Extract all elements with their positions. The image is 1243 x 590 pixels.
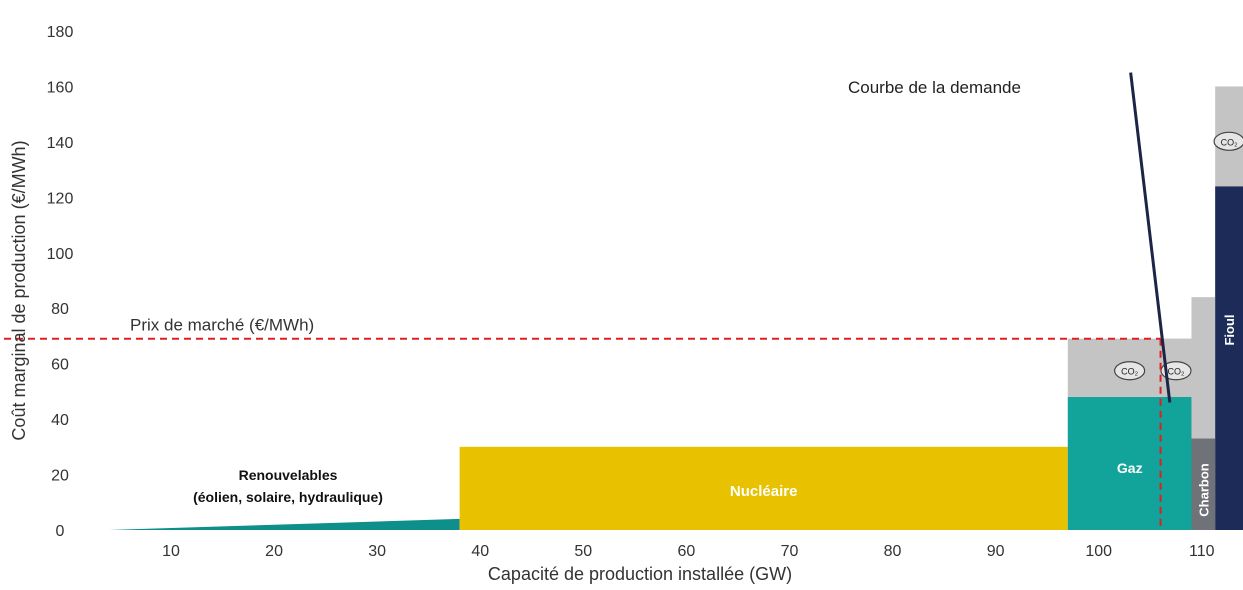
supply-blocks: CO₂ CO₂ CO₂ xyxy=(109,86,1243,530)
x-tick-label: 80 xyxy=(884,543,902,560)
label-gaz: Gaz xyxy=(1117,460,1143,476)
block-charbon xyxy=(1191,438,1216,530)
market-price-label: Prix de marché (€/MWh) xyxy=(130,316,314,335)
label-fioul: Fioul xyxy=(1222,314,1237,345)
x-tick-label: 50 xyxy=(574,543,592,560)
y-axis-title: Coût marginal de production (€/MWh) xyxy=(9,140,29,440)
block-nucleaire xyxy=(459,446,1068,530)
co2-badge-text: CO₂ xyxy=(1168,367,1186,377)
x-tick-label: 110 xyxy=(1189,543,1215,560)
co2-cloud-shape xyxy=(1213,131,1243,151)
x-tick-label: 40 xyxy=(471,543,489,560)
co2-cloud-icon: CO₂ xyxy=(1160,361,1192,381)
x-tick-label: 10 xyxy=(162,543,180,560)
y-tick-label: 0 xyxy=(56,523,65,540)
y-tick-label: 120 xyxy=(47,190,74,207)
y-tick-label: 160 xyxy=(47,79,74,96)
co2-cloud-shape xyxy=(1160,361,1192,381)
co2-badge-text: CO₂ xyxy=(1121,367,1139,377)
reference-lines xyxy=(4,72,1172,530)
demand-curve-line xyxy=(1129,72,1172,403)
label-nucleaire: Nucléaire xyxy=(730,483,798,500)
co2-cloud-icon: CO₂ xyxy=(1114,361,1146,381)
demand-curve-label: Courbe de la demande xyxy=(848,78,1021,97)
label-renouvelables: (éolien, solaire, hydraulique) xyxy=(193,489,383,505)
co2-cloud-shape xyxy=(1114,361,1146,381)
block-fioul xyxy=(1215,186,1243,530)
y-tick-label: 20 xyxy=(51,468,69,485)
x-tick-label: 30 xyxy=(368,543,386,560)
x-tick-label: 90 xyxy=(987,543,1005,560)
y-tick-label: 40 xyxy=(51,412,69,429)
label-renouvelables: Renouvelables xyxy=(239,467,338,483)
y-tick-label: 180 xyxy=(47,24,74,41)
co2-badge-text: CO₂ xyxy=(1221,137,1239,147)
y-tick-label: 140 xyxy=(47,135,74,152)
y-axis: 0 20 40 60 80 100 120 140 160 180 xyxy=(47,24,74,540)
y-tick-label: 80 xyxy=(51,301,69,318)
block-gaz_co2_step xyxy=(1160,396,1192,530)
block-labels: Renouvelables (éolien, solaire, hydrauliq… xyxy=(193,314,1237,516)
co2-charbon xyxy=(1191,297,1216,439)
x-axis-title: Capacité de production installée (GW) xyxy=(488,564,792,584)
x-axis: 10 20 30 40 50 60 70 80 90 100 110 xyxy=(162,543,1215,560)
block-renouvelables xyxy=(109,518,460,530)
x-tick-label: 70 xyxy=(781,543,799,560)
label-charbon: Charbon xyxy=(1196,463,1211,517)
y-tick-label: 100 xyxy=(47,246,74,263)
x-tick-label: 20 xyxy=(265,543,283,560)
co2-cloud-icon: CO₂ xyxy=(1213,131,1243,151)
y-tick-label: 60 xyxy=(51,357,69,374)
x-tick-label: 100 xyxy=(1085,543,1112,560)
x-tick-label: 60 xyxy=(677,543,695,560)
